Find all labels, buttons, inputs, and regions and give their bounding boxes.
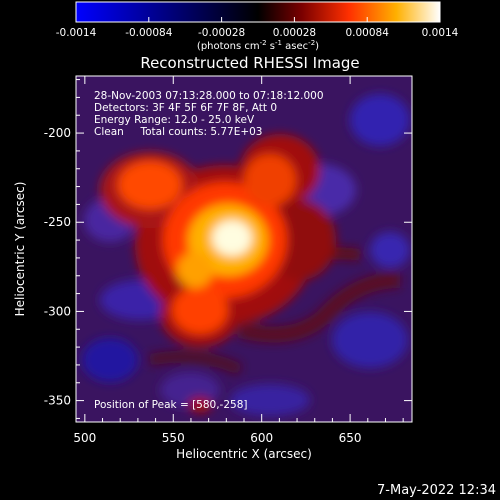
colorbar-tick-label: 0.00028 [273,27,316,39]
heatmap-image [76,76,412,422]
colorbar-tick-label: -0.00028 [198,27,245,39]
annotation-peak-position: Position of Peak = [580,-258] [94,399,248,411]
y-axis: -200 -250 -300 -350 [44,79,412,419]
x-tick-label: 650 [339,431,362,445]
y-tick-label: -300 [44,304,71,318]
x-tick-label: 500 [73,431,96,445]
timestamp: 7-May-2022 12:34 [377,483,496,498]
x-tick-label: 600 [250,431,273,445]
colorbar-unit: (photons cm-2 s-1 asec-2) [197,39,319,52]
y-tick-label: -200 [44,126,71,140]
y-tick-label: -350 [44,394,71,408]
annotation-energy-range: Energy Range: 12.0 - 25.0 keV [94,114,255,126]
y-axis-label: Heliocentric Y (arcsec) [13,182,27,317]
colorbar-tick-label: 0.00084 [345,27,389,39]
x-axis: 500 550 600 650 [73,76,404,445]
colorbar-ticks: -0.0014 -0.00084 -0.00028 0.00028 0.00084 0.0… [56,17,459,39]
chart-title: Reconstructed RHESSI Image [140,54,359,72]
annotation-time-range: 28-Nov-2003 07:13:28.000 to 07:18:12.000 [94,90,324,102]
colorbar-tick-label: 0.0014 [422,27,459,39]
colorbar [76,2,440,22]
y-tick-label: -250 [44,215,71,229]
x-axis-label: Heliocentric X (arcsec) [176,447,312,461]
annotation-clean-counts: Clean Total counts: 5.77E+03 [94,126,263,138]
colorbar-frame [75,1,441,23]
colorbar-tick-label: -0.0014 [56,27,97,39]
colorbar-tick-label: -0.00084 [125,27,173,39]
x-tick-label: 550 [162,431,185,445]
annotation-detectors: Detectors: 3F 4F 5F 6F 7F 8F, Att 0 [94,102,277,114]
